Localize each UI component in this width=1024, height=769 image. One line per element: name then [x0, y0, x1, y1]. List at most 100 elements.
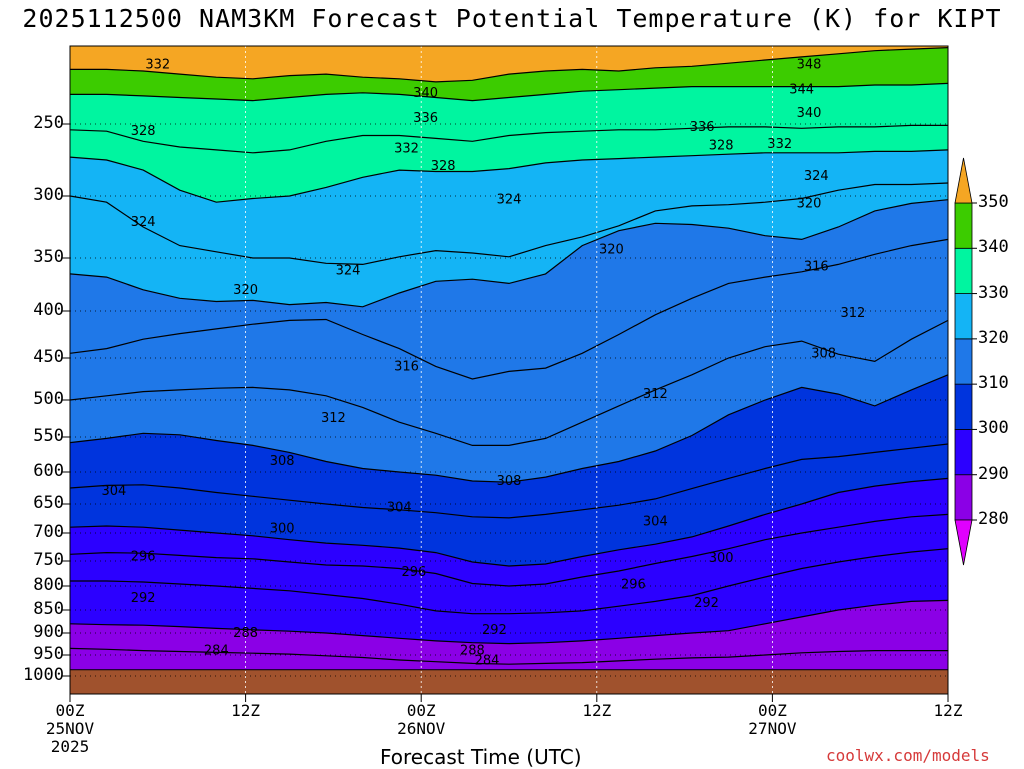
credit-link[interactable]: coolwx.com/models	[826, 746, 990, 765]
contour-label: 328	[709, 139, 734, 154]
isentrope-312	[69, 319, 949, 446]
ytick-label: 850	[33, 599, 64, 619]
ytick-label: 700	[33, 522, 64, 542]
isentrope-288	[69, 599, 949, 645]
isentrope-340	[70, 82, 949, 102]
band-top	[70, 46, 948, 82]
contour-label: 316	[804, 259, 829, 274]
ytick-label: 650	[33, 493, 64, 513]
x-axis-label: Forecast Time (UTC)	[380, 745, 582, 769]
xtick-label: 00Z 25NOV 2025	[45, 701, 95, 756]
band-332-340	[70, 83, 948, 153]
ytick-label: 550	[33, 426, 64, 446]
band-320-324	[70, 183, 948, 307]
contour-label: 288	[460, 644, 485, 659]
colorbar-swatch	[954, 338, 973, 385]
ground-surface	[70, 669, 948, 694]
contour-label: 300	[270, 521, 295, 536]
ytick-label: 250	[33, 113, 64, 133]
contour-label: 320	[599, 242, 624, 257]
colorbar-tick-label: 330	[978, 282, 1009, 303]
band-296-300	[70, 478, 948, 586]
colorbar-tick-label: 280	[978, 509, 1009, 529]
xtick-label: 12Z	[933, 701, 963, 720]
isentrope-292	[70, 548, 949, 615]
colorbar	[954, 157, 977, 566]
isentrope-316	[69, 238, 949, 380]
isentrope-324	[69, 182, 949, 266]
contour-label: 336	[413, 111, 438, 126]
band-308-312	[70, 320, 948, 483]
xtick-label: 12Z	[582, 701, 612, 720]
contour-label: 308	[811, 346, 836, 361]
contour-label: 336	[690, 120, 715, 135]
band-304-308	[70, 374, 948, 518]
contour-label: 324	[131, 215, 156, 230]
colorbar-under-arrow	[954, 519, 973, 566]
contour-label: 320	[797, 196, 822, 211]
colorbar-tick-label: 320	[978, 327, 1009, 348]
grid-lines	[70, 46, 948, 694]
ytick-label: 400	[33, 300, 64, 320]
isentrope-332	[69, 124, 948, 154]
colorbar-tick-label: 340	[978, 237, 1009, 258]
colorbar-swatch	[954, 429, 973, 476]
contour-label: 332	[394, 141, 419, 156]
colorbar-over-arrow	[954, 157, 973, 204]
contour-label: 284	[204, 644, 229, 659]
chart-title: 2025112500 NAM3KM Forecast Potential Tem…	[22, 4, 1002, 33]
contour-label: 304	[643, 514, 668, 529]
ytick-label: 450	[33, 347, 64, 367]
contour-label: 308	[270, 454, 295, 469]
ytick-label: 300	[33, 185, 64, 205]
colorbar-swatch	[954, 474, 973, 521]
band-292-296	[70, 514, 948, 614]
colorbar-swatch	[954, 383, 973, 430]
band-bottom	[70, 648, 948, 670]
colorbar-tick-label: 300	[978, 418, 1009, 439]
contour-label: 292	[694, 596, 719, 611]
contour-label: 316	[394, 359, 419, 374]
contour-labels: 348 344 340 340 336 336 332 332 332 328 328 328 324 3…	[101, 58, 865, 669]
theta-color-bands	[70, 46, 948, 670]
contour-label: 332	[145, 58, 170, 73]
isentrope-284	[69, 647, 948, 665]
isentrope-304	[69, 443, 949, 519]
contour-label: 348	[797, 58, 822, 73]
isentrope-300	[69, 477, 949, 567]
axis-ticks	[62, 123, 949, 702]
colorbar-swatch	[954, 247, 973, 294]
ytick-label: 950	[33, 644, 64, 664]
band-316-320	[70, 199, 948, 379]
colorbar-tick-label: 310	[978, 373, 1009, 394]
band-300-304	[70, 444, 948, 566]
contour-label: 296	[131, 550, 156, 565]
isentrope-lines	[69, 47, 949, 665]
ytick-label: 750	[33, 550, 64, 570]
contour-label: 340	[797, 106, 822, 121]
ytick-label: 800	[33, 575, 64, 595]
isentrope-348	[70, 47, 949, 83]
contour-label: 324	[804, 169, 829, 184]
contour-label: 312	[643, 387, 668, 402]
band-312-316	[70, 239, 948, 446]
contour-label: 332	[767, 137, 792, 152]
xtick-label: 12Z	[231, 701, 261, 720]
ytick-label: 600	[33, 461, 64, 481]
contour-label: 312	[321, 411, 346, 426]
contour-label: 300	[709, 551, 734, 566]
contour-label: 288	[233, 626, 258, 641]
ytick-label: 900	[33, 622, 64, 642]
colorbar-tick-label: 290	[978, 463, 1009, 484]
plot-frame	[69, 45, 949, 695]
band-324-328	[70, 149, 948, 265]
contour-label: 296	[401, 565, 426, 580]
contour-label: 312	[840, 306, 865, 321]
xtick-label: 00Z 26NOV	[397, 701, 446, 738]
contour-label: 324	[336, 264, 361, 279]
contour-label: 320	[233, 283, 258, 298]
contour-label: 292	[482, 623, 507, 638]
colorbar-swatch	[954, 202, 973, 249]
contour-label: 340	[413, 86, 438, 101]
contour-label: 344	[789, 83, 814, 98]
